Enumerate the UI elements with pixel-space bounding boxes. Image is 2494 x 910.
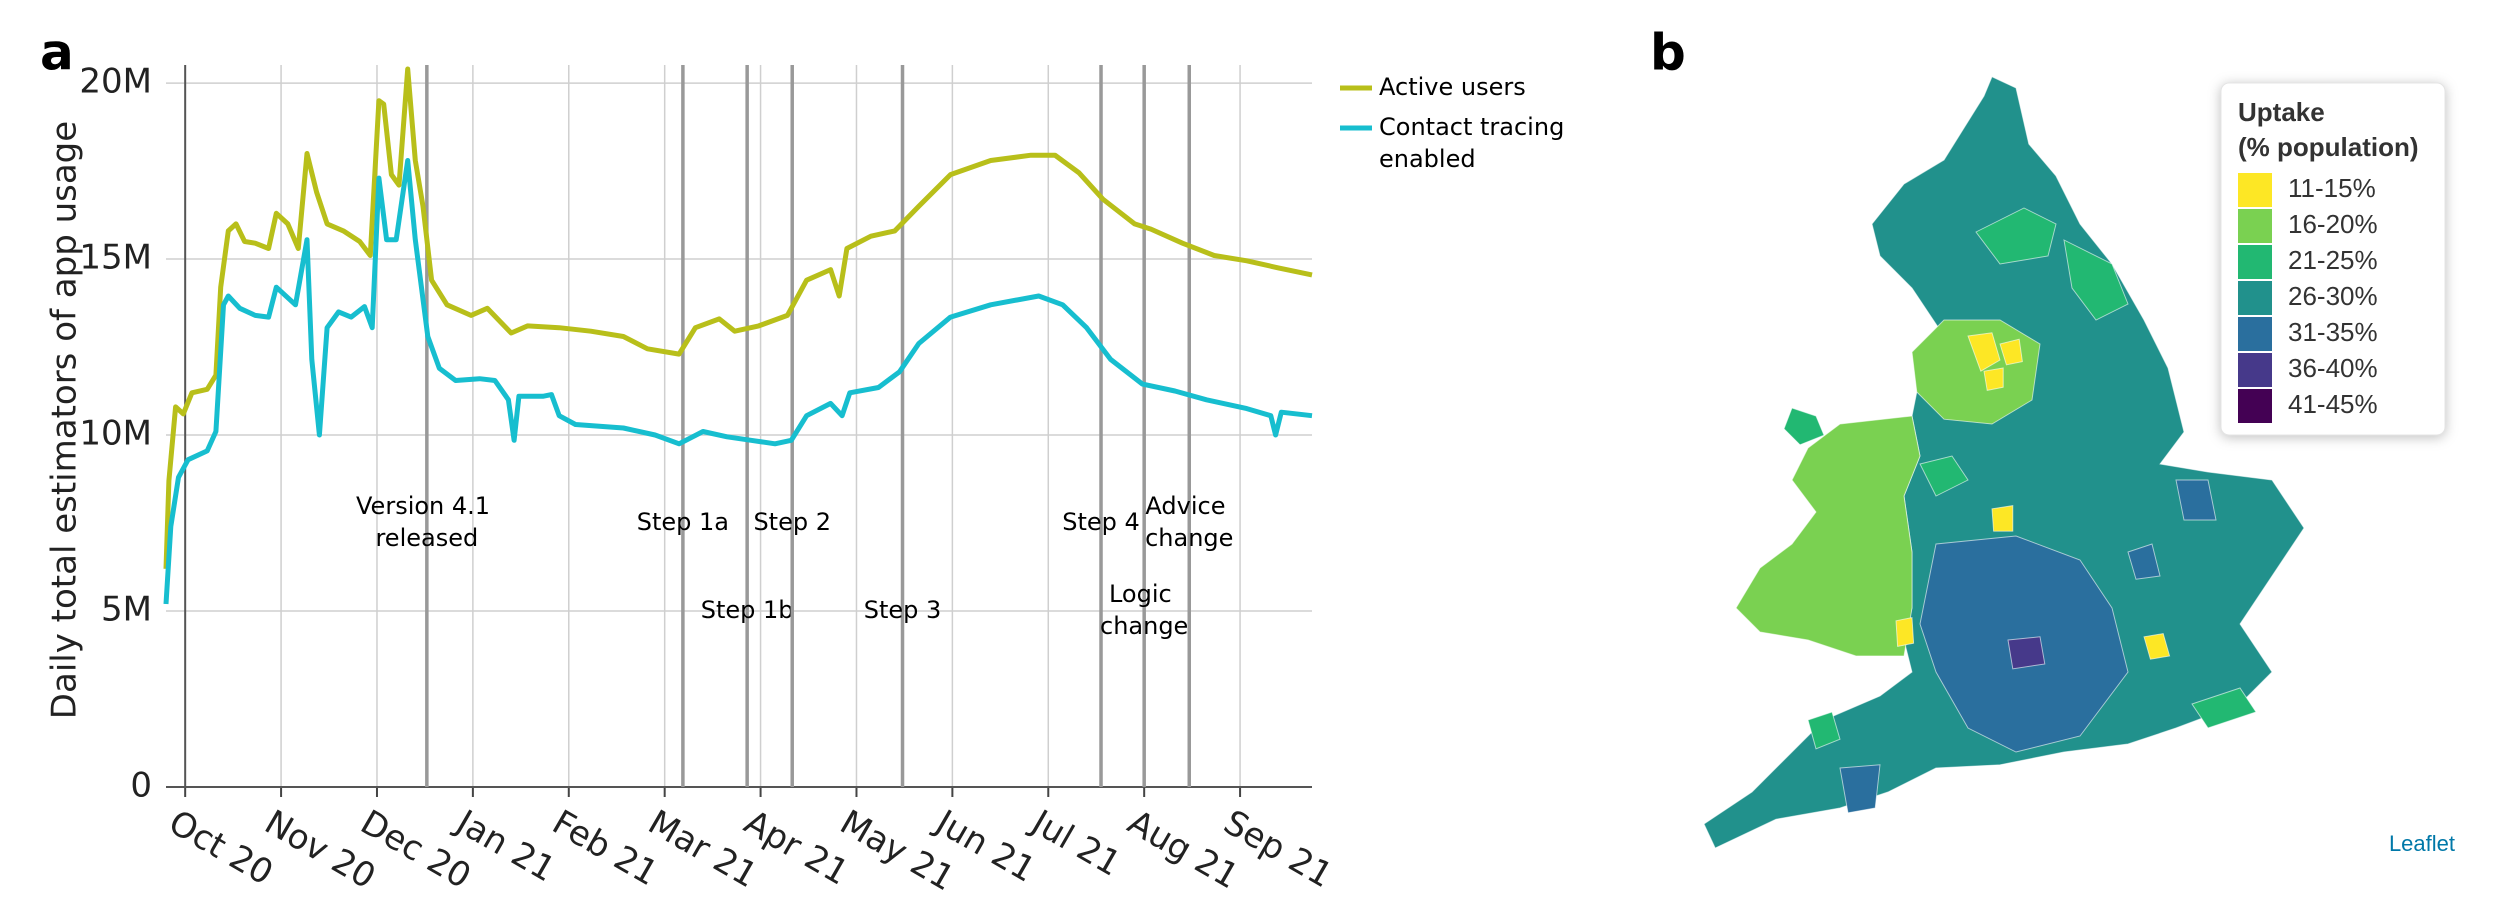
region bbox=[1895, 617, 1915, 647]
y-tick-label: 15M bbox=[79, 238, 152, 278]
legend-label: 16-20% bbox=[2288, 209, 2378, 239]
region bbox=[1983, 367, 2004, 391]
region bbox=[1967, 332, 2001, 372]
legend-label: 26-30% bbox=[2288, 281, 2378, 311]
region bbox=[2143, 633, 2171, 660]
x-tick-label: Apr 21 bbox=[737, 802, 855, 893]
event-label: Step 4 bbox=[1062, 508, 1140, 536]
legend-label: 21-25% bbox=[2288, 245, 2378, 275]
event-label: Advice change bbox=[1145, 492, 1233, 552]
legend-swatch bbox=[2238, 353, 2272, 387]
x-tick-label: Nov 20 bbox=[258, 802, 382, 897]
legend-label: 11-15% bbox=[2288, 173, 2376, 203]
legend-swatch bbox=[2238, 173, 2272, 207]
region bbox=[2007, 636, 2046, 670]
region bbox=[1839, 764, 1881, 814]
x-tick-label: Oct 20 bbox=[162, 802, 280, 893]
y-tick-label: 0 bbox=[130, 766, 152, 806]
x-tick-label: Aug 21 bbox=[1121, 802, 1245, 897]
panel-label: a bbox=[40, 24, 74, 82]
legend-label: 31-35% bbox=[2288, 317, 2378, 347]
legend-label: Active users bbox=[1379, 73, 1526, 101]
x-tick-label: Dec 20 bbox=[354, 802, 478, 897]
panel-label: b bbox=[1650, 24, 1686, 82]
y-axis-label: Daily total estimators of app usage bbox=[45, 121, 85, 719]
map bbox=[1703, 76, 2305, 849]
legend-label: 41-45% bbox=[2288, 389, 2378, 419]
event-label: Version 4.1 released bbox=[356, 492, 498, 552]
y-tick-label: 5M bbox=[101, 590, 152, 630]
event-label: Step 1a bbox=[637, 508, 729, 536]
region bbox=[2063, 239, 2129, 321]
series-line bbox=[163, 158, 1313, 605]
legend-swatch bbox=[2238, 389, 2272, 423]
legend-label: 36-40% bbox=[2288, 353, 2378, 383]
event-label: Logic change bbox=[1100, 580, 1188, 640]
y-tick-label: 10M bbox=[79, 414, 152, 454]
region bbox=[1807, 711, 1841, 750]
region bbox=[2191, 687, 2257, 729]
region bbox=[1975, 207, 2057, 265]
x-tick-label: Sep 21 bbox=[1217, 802, 1339, 896]
legend-label: Contact tracing enabled bbox=[1379, 113, 1572, 173]
event-label: Step 2 bbox=[753, 508, 831, 536]
legend-swatch bbox=[2238, 281, 2272, 315]
map-legend-subtitle: (% population) bbox=[2238, 132, 2419, 162]
event-label: Step 1b bbox=[701, 596, 794, 624]
y-tick-label: 20M bbox=[79, 62, 152, 102]
legend-swatch bbox=[2238, 317, 2272, 351]
region bbox=[1783, 407, 1825, 446]
region bbox=[1999, 338, 2023, 366]
x-tick-label: Mar 21 bbox=[641, 802, 763, 896]
x-tick-label: Feb 21 bbox=[546, 802, 665, 894]
region bbox=[2127, 543, 2161, 580]
wales bbox=[1735, 415, 1921, 657]
attribution-link[interactable]: Leaflet bbox=[2389, 831, 2455, 856]
event-label: Step 3 bbox=[864, 596, 942, 624]
x-tick-label: Jul 21 bbox=[1023, 801, 1127, 884]
series-line bbox=[163, 66, 1313, 569]
region bbox=[1919, 455, 1969, 497]
legend-swatch bbox=[2238, 209, 2272, 243]
map-legend-title: Uptake bbox=[2238, 97, 2325, 127]
legend-swatch bbox=[2238, 245, 2272, 279]
map-legend-box bbox=[2220, 82, 2446, 436]
region bbox=[1991, 505, 2014, 532]
region bbox=[2175, 479, 2217, 521]
